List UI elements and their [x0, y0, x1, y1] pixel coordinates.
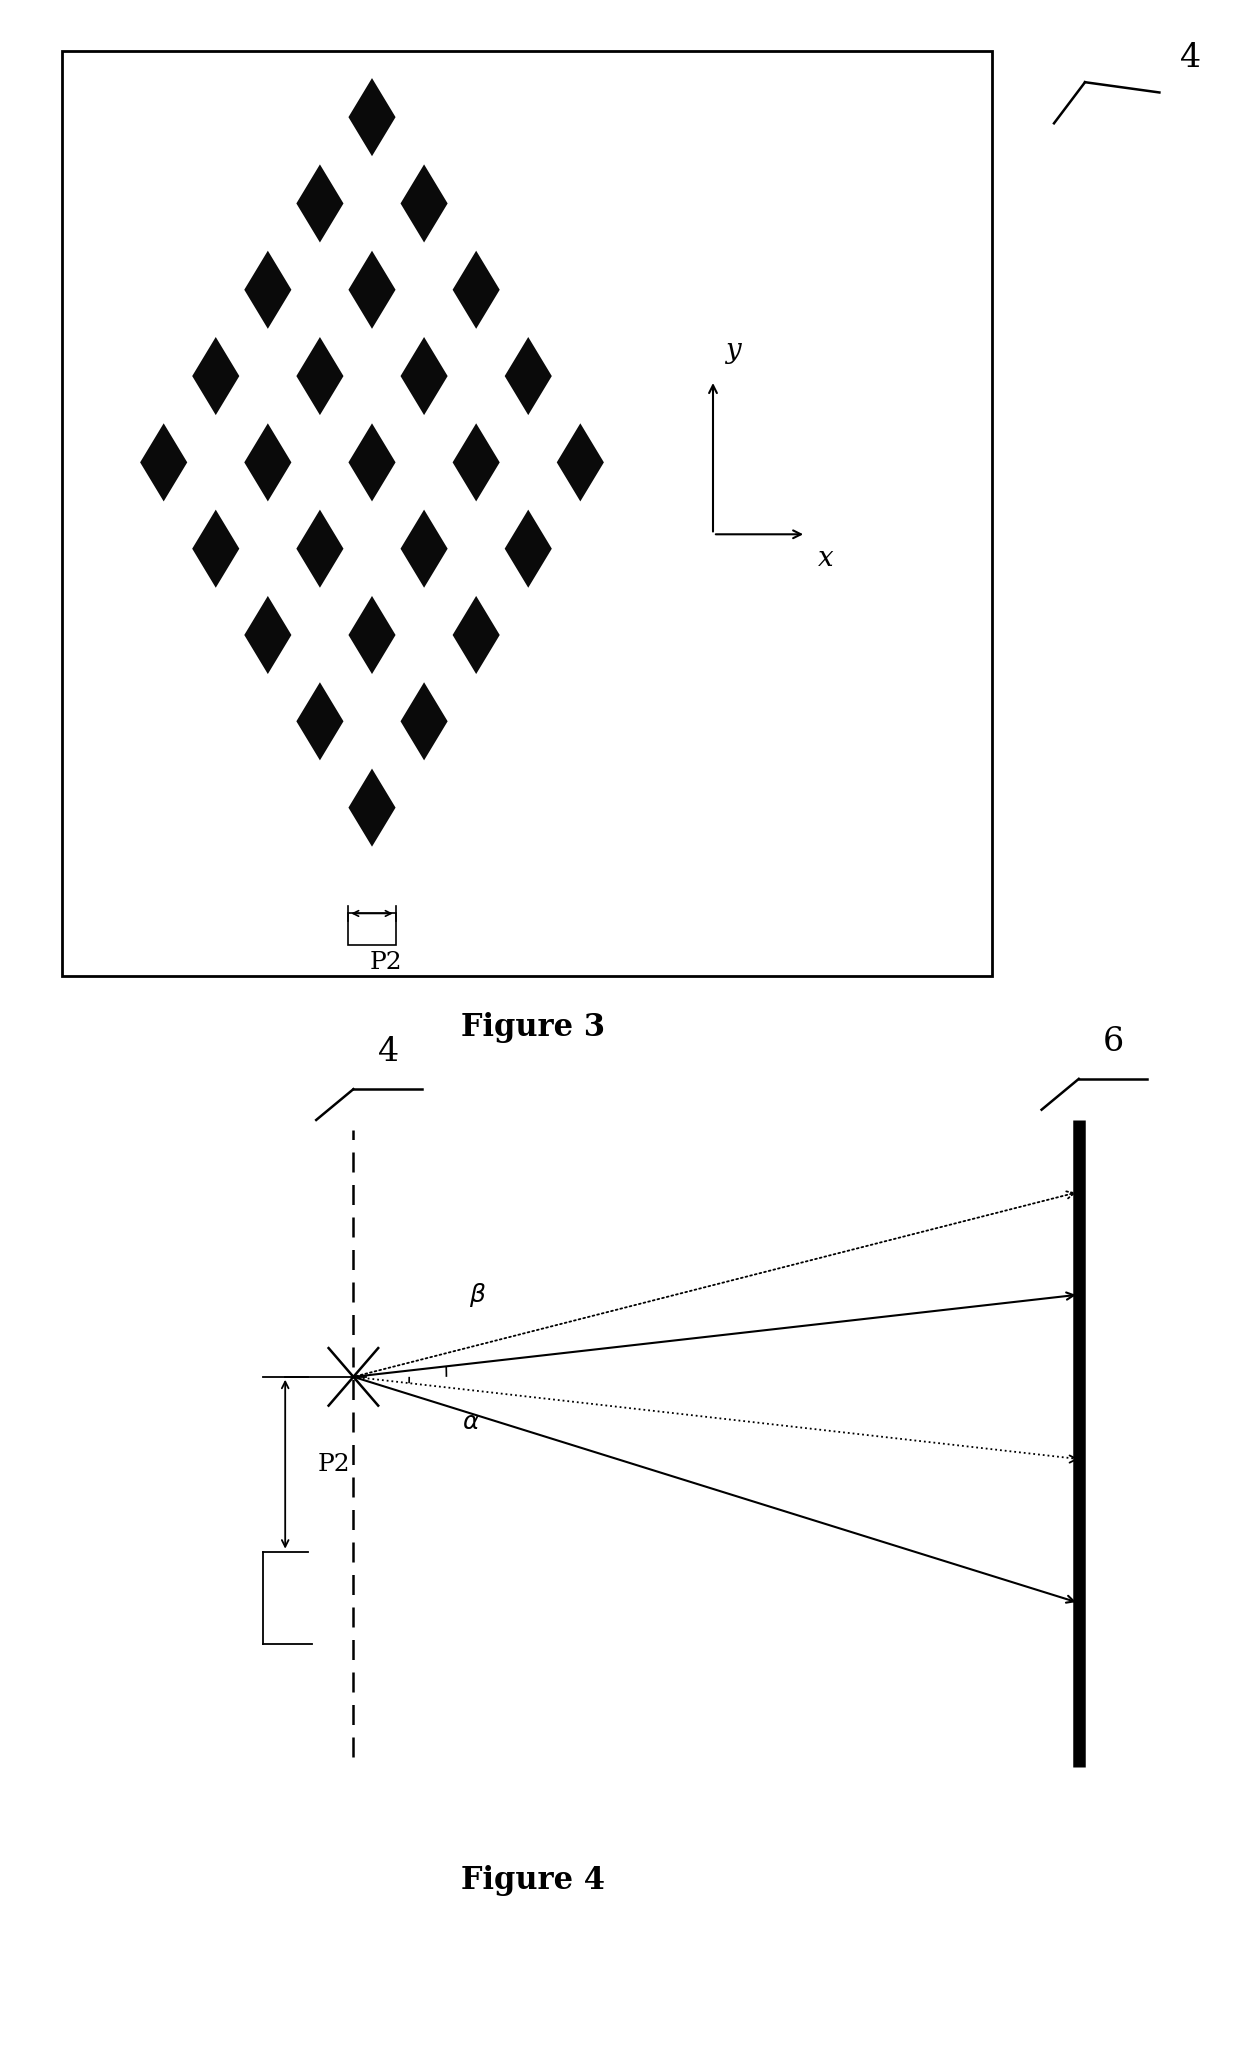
Bar: [348, 914, 396, 945]
Polygon shape: [244, 596, 291, 674]
Polygon shape: [296, 337, 343, 415]
Polygon shape: [244, 251, 291, 329]
Polygon shape: [401, 510, 448, 588]
Polygon shape: [348, 251, 396, 329]
Polygon shape: [505, 510, 552, 588]
Text: Figure 4: Figure 4: [461, 1864, 605, 1897]
Polygon shape: [401, 164, 448, 242]
Polygon shape: [505, 337, 552, 415]
Text: P2: P2: [317, 1453, 350, 1475]
Polygon shape: [401, 682, 448, 760]
Polygon shape: [453, 423, 500, 501]
Polygon shape: [348, 423, 396, 501]
Polygon shape: [296, 164, 343, 242]
Polygon shape: [453, 251, 500, 329]
Bar: [62, 51, 992, 976]
Text: $\alpha$: $\alpha$: [463, 1410, 480, 1434]
Polygon shape: [348, 78, 396, 156]
Polygon shape: [401, 337, 448, 415]
Text: Figure 3: Figure 3: [461, 1011, 605, 1044]
Text: y: y: [725, 337, 742, 364]
Polygon shape: [296, 682, 343, 760]
Text: 6: 6: [1102, 1025, 1125, 1058]
Polygon shape: [192, 510, 239, 588]
Polygon shape: [453, 596, 500, 674]
Text: 4: 4: [377, 1036, 399, 1069]
Polygon shape: [140, 423, 187, 501]
Text: $\beta$: $\beta$: [469, 1280, 486, 1309]
Polygon shape: [244, 423, 291, 501]
Polygon shape: [348, 596, 396, 674]
Polygon shape: [296, 510, 343, 588]
Polygon shape: [192, 337, 239, 415]
Polygon shape: [557, 423, 604, 501]
Text: P2: P2: [370, 951, 402, 974]
Text: x: x: [818, 545, 835, 571]
Polygon shape: [348, 769, 396, 847]
Text: 4: 4: [1179, 41, 1202, 74]
